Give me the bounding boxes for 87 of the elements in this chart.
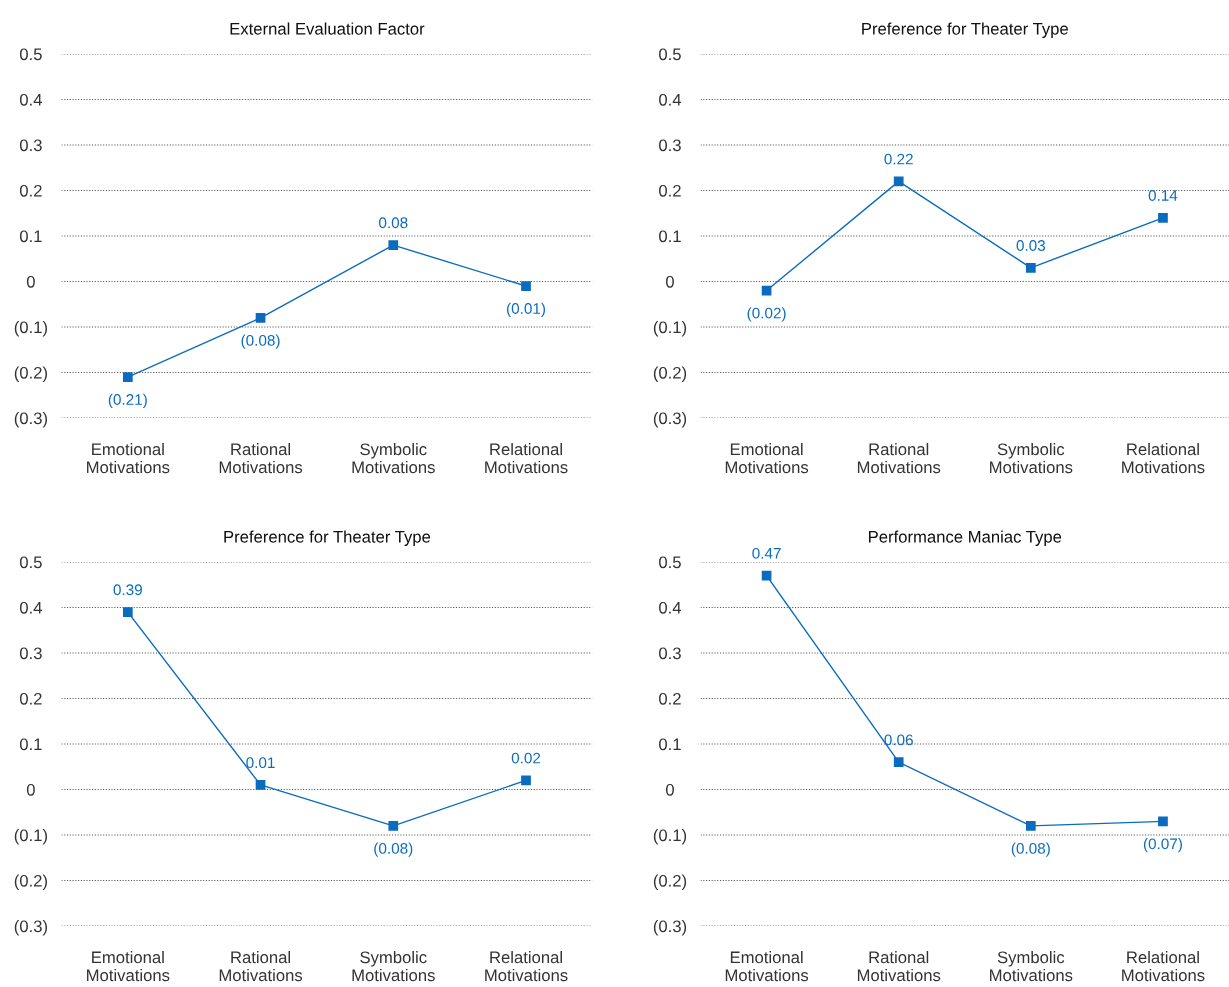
- y-tick-label: 0.4: [19, 601, 42, 614]
- x-tick-label: Emotional Motivations: [725, 951, 809, 982]
- x-tick-label: Rational Motivations: [219, 442, 303, 474]
- y-tick-label: 0.3: [659, 139, 681, 152]
- y-tick-label: 0.1: [659, 738, 681, 751]
- y-tick-label: 0.1: [19, 230, 42, 243]
- point: [388, 821, 399, 831]
- y-tick-label: 0.3: [19, 647, 42, 660]
- y-tick-label: 0.3: [19, 139, 42, 152]
- y-tick-label: 0: [26, 275, 35, 288]
- y-tick-label: (0.3): [14, 919, 47, 936]
- x-tick-label: Relational Motivations: [1122, 442, 1205, 474]
- y-tick-label: 0.5: [19, 48, 42, 61]
- data-label: 0.22: [884, 153, 913, 165]
- chart-title: Preference for Theater Type: [224, 530, 431, 547]
- y-tick-label: 0.2: [19, 184, 42, 197]
- data-label: (0.08): [1011, 842, 1050, 857]
- x-tick-label: Symbolic Motivations: [352, 951, 435, 982]
- y-tick-label: (0.2): [653, 874, 687, 890]
- y-tick-label: 0.5: [19, 556, 42, 569]
- x-tick-label: Rational Motivations: [857, 951, 941, 982]
- y-tick-label: 0.2: [19, 692, 42, 705]
- point: [255, 780, 266, 790]
- x-tick-label: Emotional Motivations: [87, 951, 170, 982]
- x-tick-label: Symbolic Motivations: [990, 442, 1073, 474]
- y-tick-label: 0.2: [659, 184, 681, 197]
- data-label: 0.39: [113, 584, 142, 596]
- point: [1025, 262, 1036, 273]
- data-label: 0.08: [379, 217, 408, 229]
- data-label: (0.02): [747, 307, 786, 322]
- y-tick-label: (0.2): [14, 874, 47, 890]
- y-tick-label: (0.3): [653, 919, 687, 936]
- y-tick-label: 0.4: [659, 601, 682, 614]
- data-label: 0.01: [246, 757, 275, 769]
- data-label: (0.08): [374, 842, 413, 857]
- x-tick-label: Rational Motivations: [219, 951, 303, 982]
- y-tick-label: (0.1): [653, 828, 687, 845]
- y-tick-label: (0.1): [14, 828, 47, 845]
- point: [1158, 816, 1168, 827]
- point: [521, 281, 531, 291]
- x-tick-label: Relational Motivations: [1122, 951, 1205, 982]
- y-tick-label: 0.2: [659, 692, 681, 705]
- chart-title: Preference for Theater Type: [862, 22, 1068, 38]
- point: [893, 757, 904, 768]
- y-tick-label: (0.2): [14, 366, 47, 382]
- y-tick-label: 0: [665, 783, 674, 796]
- point: [388, 240, 399, 250]
- x-tick-label: Rational Motivations: [857, 442, 941, 474]
- data-label: (0.08): [241, 334, 280, 349]
- x-tick-label: Emotional Motivations: [725, 442, 809, 474]
- x-tick-label: Emotional Motivations: [87, 442, 170, 474]
- point: [1025, 821, 1036, 831]
- y-tick-label: 0.1: [19, 738, 42, 751]
- point: [521, 775, 531, 786]
- y-tick-label: (0.1): [14, 320, 47, 337]
- data-label: (0.07): [1143, 838, 1182, 853]
- y-tick-label: 0.4: [19, 93, 42, 106]
- x-tick-label: Relational Motivations: [485, 951, 568, 982]
- y-tick-label: 0.1: [659, 230, 681, 243]
- data-label: 0.03: [1016, 240, 1046, 251]
- y-tick-label: 0.5: [659, 48, 681, 61]
- data-label: 0.47: [752, 547, 781, 559]
- y-tick-label: (0.3): [653, 411, 687, 428]
- y-tick-label: 0.4: [659, 93, 682, 106]
- point: [122, 607, 133, 617]
- point: [761, 570, 772, 581]
- point: [1158, 212, 1168, 223]
- data-label: (0.21): [108, 393, 147, 408]
- data-label: 0.14: [1148, 190, 1178, 201]
- y-tick-label: (0.1): [653, 320, 687, 337]
- data-label: (0.01): [507, 302, 546, 317]
- data-label: 0.06: [884, 734, 913, 746]
- y-tick-label: 0.3: [659, 647, 681, 660]
- chart-title: Performance Maniac Type: [869, 530, 1062, 547]
- x-tick-label: Symbolic Motivations: [990, 951, 1073, 982]
- point: [893, 176, 904, 187]
- y-tick-label: 0: [665, 275, 674, 288]
- data-label: 0.02: [511, 752, 541, 764]
- point: [122, 372, 133, 382]
- x-tick-label: Symbolic Motivations: [352, 442, 435, 474]
- y-tick-label: 0.5: [659, 556, 681, 569]
- point: [255, 313, 266, 323]
- y-tick-label: (0.2): [653, 366, 687, 382]
- y-tick-label: 0: [26, 783, 35, 796]
- x-tick-label: Relational Motivations: [485, 442, 568, 474]
- chart-title: External Evaluation Factor: [230, 22, 425, 35]
- y-tick-label: (0.3): [14, 411, 47, 428]
